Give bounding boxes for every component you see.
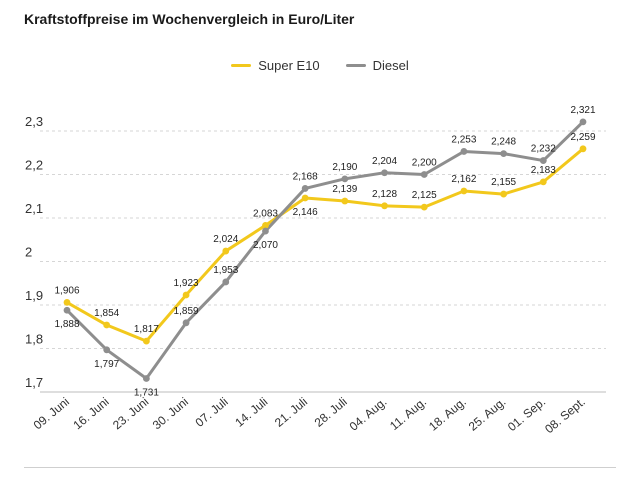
data-label-super: 1,817 (134, 324, 159, 335)
legend-item-super: Super E10 (231, 58, 320, 73)
data-label-super: 2,146 (293, 207, 318, 218)
data-point-diesel (222, 278, 230, 286)
data-point-super (460, 187, 468, 195)
x-tick-label: 09. Juni (31, 395, 72, 433)
data-label-super: 2,125 (412, 190, 437, 201)
data-point-diesel (142, 375, 150, 382)
x-tick-label: 21. Juli (272, 395, 310, 430)
data-label-super: 2,259 (570, 132, 595, 143)
y-tick-label: 1,8 (25, 332, 43, 347)
x-tick-label: 01. Sep. (505, 395, 548, 434)
x-tick-label: 30. Juni (150, 395, 191, 433)
data-label-diesel: 2,248 (491, 137, 516, 148)
data-point-diesel (460, 148, 468, 155)
series-line-diesel (65, 120, 585, 381)
chart-title: Kraftstoffpreise im Wochenvergleich in E… (24, 11, 355, 27)
legend-label-diesel: Diesel (372, 58, 409, 73)
data-point-super (222, 247, 230, 255)
data-point-super (341, 197, 349, 205)
legend-swatch-diesel (345, 64, 366, 67)
data-point-super (301, 194, 309, 202)
x-tick-label: 23. Juni (110, 395, 151, 433)
data-point-diesel (579, 118, 587, 126)
y-tick-label: 2 (25, 245, 32, 260)
data-point-super (142, 337, 150, 345)
y-tick-label: 2,2 (25, 158, 43, 173)
data-label-super: 2,155 (491, 177, 516, 188)
data-label-diesel: 1,953 (213, 265, 238, 276)
data-point-diesel (103, 346, 111, 354)
data-point-super (262, 221, 269, 229)
data-label-diesel: 2,200 (412, 158, 437, 169)
data-point-diesel (63, 306, 71, 314)
data-label-diesel: 2,168 (293, 171, 318, 182)
data-label-super: 1,923 (174, 278, 199, 289)
y-tick-label: 1,9 (25, 288, 43, 303)
data-point-super (579, 145, 587, 153)
data-point-diesel (182, 319, 190, 327)
data-label-diesel: 2,321 (570, 105, 595, 116)
data-point-diesel (381, 169, 388, 177)
data-label-diesel: 1,731 (134, 388, 159, 399)
data-point-super (63, 298, 71, 306)
x-tick-label: 16. Juni (70, 395, 111, 433)
data-point-super (500, 190, 508, 198)
data-label-super: 2,139 (332, 184, 357, 195)
data-point-diesel (500, 150, 508, 158)
data-label-super: 2,083 (253, 208, 278, 219)
data-label-diesel: 1,797 (94, 359, 119, 370)
data-label-diesel: 2,232 (531, 144, 556, 155)
data-label-diesel: 2,190 (332, 162, 357, 173)
data-point-diesel (301, 185, 309, 192)
data-label-super: 1,906 (54, 285, 79, 296)
legend-label-super: Super E10 (258, 58, 320, 73)
data-label-diesel: 2,070 (253, 240, 278, 251)
data-label-super: 1,854 (94, 308, 119, 319)
data-label-diesel: 1,888 (54, 319, 79, 330)
data-point-super (420, 203, 428, 211)
bottom-rule (24, 467, 616, 468)
x-tick-label: 11. Aug. (387, 395, 429, 433)
data-point-super (539, 178, 547, 186)
data-point-diesel (341, 175, 349, 183)
y-tick-label: 2,3 (25, 114, 43, 129)
data-point-super (182, 291, 190, 299)
x-tick-label: 28. Juli (312, 395, 350, 430)
data-point-super (381, 202, 388, 210)
data-label-super: 2,128 (372, 189, 397, 200)
data-point-diesel (262, 227, 269, 235)
chart-legend: Super E10 Diesel (0, 58, 640, 73)
data-label-diesel: 2,253 (451, 134, 476, 145)
legend-swatch-super (231, 64, 252, 67)
data-point-diesel (420, 171, 428, 178)
x-tick-label: 18. Aug. (426, 395, 469, 434)
series-line-super (65, 147, 585, 343)
x-tick-label: 08. Sept. (542, 395, 588, 437)
data-label-super: 2,183 (531, 165, 556, 176)
x-tick-label: 04. Aug. (347, 395, 390, 434)
data-label-super: 2,162 (451, 174, 476, 185)
x-tick-label: 25. Aug. (466, 395, 509, 434)
data-point-diesel (539, 157, 547, 164)
y-tick-label: 2,1 (25, 201, 43, 216)
x-tick-label: 07. Juli (193, 395, 231, 430)
data-point-super (103, 321, 111, 329)
y-tick-label: 1,7 (25, 375, 43, 390)
data-label-diesel: 2,204 (372, 156, 397, 167)
x-tick-label: 14. Juli (232, 395, 270, 430)
legend-item-diesel: Diesel (345, 58, 409, 73)
data-label-super: 2,024 (213, 234, 238, 245)
data-label-diesel: 1,859 (174, 306, 199, 317)
